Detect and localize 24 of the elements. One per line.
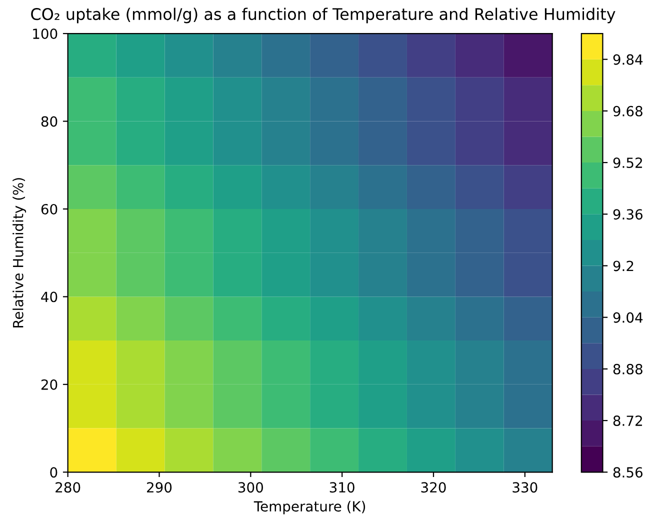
y-tick-label: 100 [33,28,58,40]
x-tick-label: 280 [56,482,80,493]
x-tick-label: 330 [512,482,538,493]
x-tick-label: 310 [330,482,354,493]
y-tick-label: 80 [41,116,58,127]
color-bar-label: 9.52 [613,158,642,168]
color-bar-label: 9.04 [613,312,643,323]
chart-title: CO₂ uptake (mmol/g) as a function of Temperature and Relative Humidity [31,8,616,24]
color-bar-label: 9.36 [613,209,642,220]
color-bar-label: 9.84 [613,54,643,65]
y-axis-title: Relative Humidity (%) [12,178,26,328]
color-bar-label: 8.88 [613,364,642,374]
y-tick-label: 40 [41,292,58,302]
x-axis-title: Temperature (K) [254,500,366,514]
x-tick-label: 290 [147,482,172,493]
color-bar-label: 8.56 [613,467,642,478]
color-bar-label: 8.72 [613,416,642,426]
color-bar-label: 9.2 [613,260,634,272]
color-bar-label: 9.68 [613,106,642,116]
y-tick-label: 60 [41,204,58,214]
y-tick-label: 20 [41,379,58,390]
x-tick-label: 300 [238,482,263,493]
x-tick-label: 320 [421,482,446,493]
y-tick-label: 0 [50,467,58,478]
